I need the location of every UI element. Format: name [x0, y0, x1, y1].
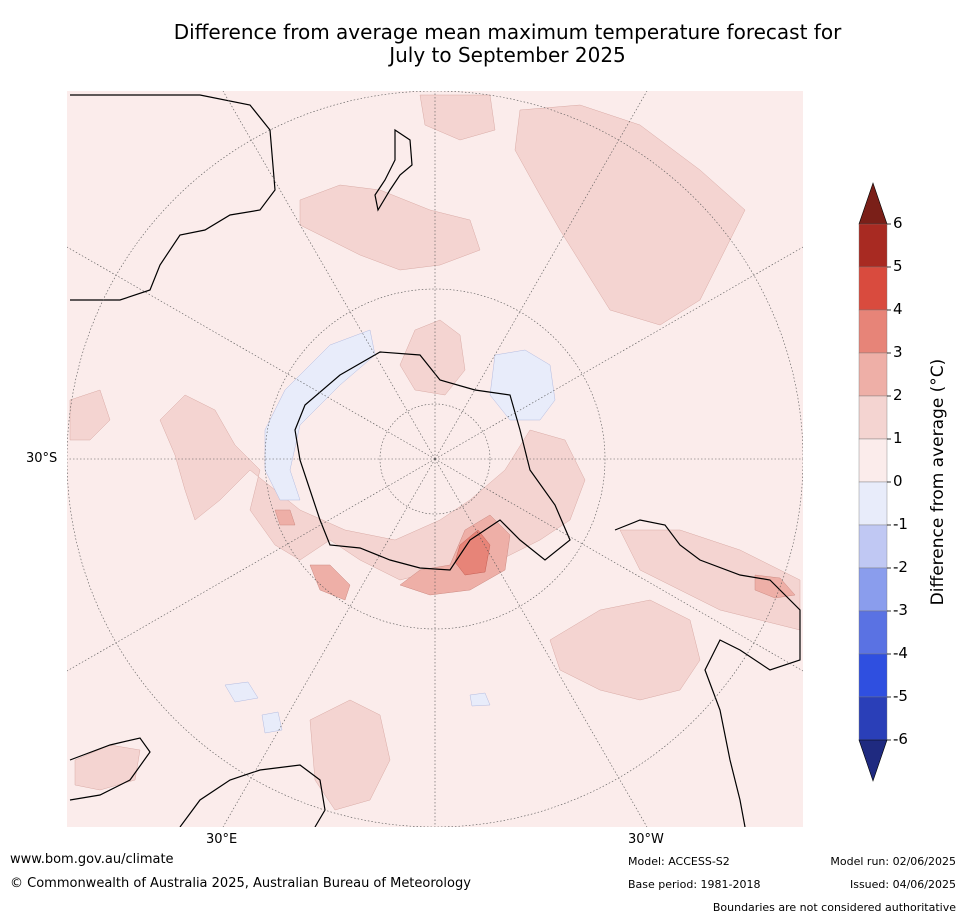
colorbar-tick-label: -1: [893, 515, 908, 533]
meridian-30w: [434, 458, 648, 827]
meridian-120w: [434, 246, 803, 460]
meridian-30e: [222, 458, 436, 827]
longitude-label-30w: 30°W: [628, 832, 664, 847]
colorbar-tick-label: 6: [893, 214, 903, 232]
colorbar-bin: [858, 653, 888, 698]
anomaly-region-negative-south: [469, 692, 491, 707]
colorbar-tick-label: 1: [893, 429, 903, 447]
colorbar-tickmarks: [887, 223, 891, 741]
colorbar: [858, 182, 891, 782]
anomaly-region-south-pacific: [514, 104, 746, 326]
anomaly-region-top: [419, 94, 496, 141]
meridian-120e: [67, 246, 436, 460]
meridian-150e: [222, 91, 436, 460]
anomaly-region-ross-sea: [399, 319, 466, 396]
australia-coastline: [70, 94, 276, 301]
colorbar-under-arrow: [858, 739, 888, 782]
colorbar-tick-label: 5: [893, 257, 903, 275]
anomaly-region-2-3-east: [309, 564, 351, 601]
colorbar-bin: [858, 266, 888, 311]
latitude-circle-60s: [264, 288, 606, 630]
anomaly-region-west-atlantic: [69, 389, 111, 441]
latitude-label-30s: 30°S: [26, 451, 58, 466]
colorbar-tick-label: -2: [893, 558, 908, 576]
title-line-2: July to September 2025: [389, 43, 626, 67]
meridian-150w: [434, 91, 648, 460]
anomaly-layer: [69, 94, 801, 827]
model-run-label: Model run: 02/06/2025: [830, 855, 956, 868]
colorbar-tick-label: 2: [893, 386, 903, 404]
title-line-1: Difference from average mean maximum tem…: [173, 20, 842, 44]
colorbar-bin: [858, 696, 888, 741]
colorbar-tick-label: -3: [893, 601, 908, 619]
colorbar-tick-label: -5: [893, 687, 908, 705]
anomaly-region-negative-small: [261, 711, 283, 734]
longitude-label-30e: 30°E: [206, 832, 238, 847]
graticule: [67, 91, 803, 827]
anomaly-region-negative-east: [489, 349, 556, 421]
colorbar-tick-label: -4: [893, 644, 908, 662]
base-period-label: Base period: 1981-2018: [628, 878, 761, 891]
colorbar-bin: [858, 309, 888, 354]
colorbar-bins: [858, 223, 888, 741]
anomaly-region-south-america: [619, 529, 801, 631]
colorbar-over-arrow: [858, 182, 888, 225]
model-label: Model: ACCESS-S2: [628, 855, 730, 868]
anomaly-region-negative-africa: [224, 681, 259, 703]
colorbar-title: Difference from average (°C): [928, 358, 948, 606]
meridian-60w: [434, 458, 803, 672]
anomaly-region-2-3-south-indian: [274, 509, 296, 526]
new-zealand-coastline: [374, 128, 413, 212]
colorbar-bin: [858, 223, 888, 268]
copyright-notice: © Commonwealth of Australia 2025, Austra…: [10, 876, 471, 891]
anomaly-region-negative-west-antarctica: [264, 329, 376, 501]
colorbar-tick-label: 0: [893, 472, 903, 490]
colorbar-tick-label: 3: [893, 343, 903, 361]
madagascar-coastline: [69, 737, 151, 801]
latitude-circle-80s: [379, 403, 491, 515]
africa-coastline: [179, 764, 326, 827]
colorbar-bin: [858, 481, 888, 526]
colorbar-bin: [858, 610, 888, 655]
anomaly-region-africa: [309, 699, 391, 811]
colorbar-bin: [858, 567, 888, 612]
colorbar-bin: [858, 438, 888, 483]
colorbar-tick-label: 4: [893, 300, 903, 318]
anomaly-region-south-atlantic: [549, 599, 701, 701]
disclaimer-label: Boundaries are not considered authoritat…: [712, 901, 956, 914]
colorbar-bin: [858, 524, 888, 569]
issued-label: Issued: 04/06/2025: [849, 878, 956, 891]
anomaly-region-2-3-chile: [754, 574, 796, 599]
colorbar-bin: [858, 352, 888, 397]
antarctica-coastline: [294, 351, 571, 571]
meridian-60e: [67, 458, 436, 672]
website-link[interactable]: www.bom.gov.au/climate: [10, 852, 174, 867]
map-title: Difference from average mean maximum tem…: [60, 21, 955, 67]
colorbar-tick-label: -6: [893, 730, 908, 748]
south-america-coastline: [614, 519, 801, 827]
colorbar-bin: [858, 395, 888, 440]
